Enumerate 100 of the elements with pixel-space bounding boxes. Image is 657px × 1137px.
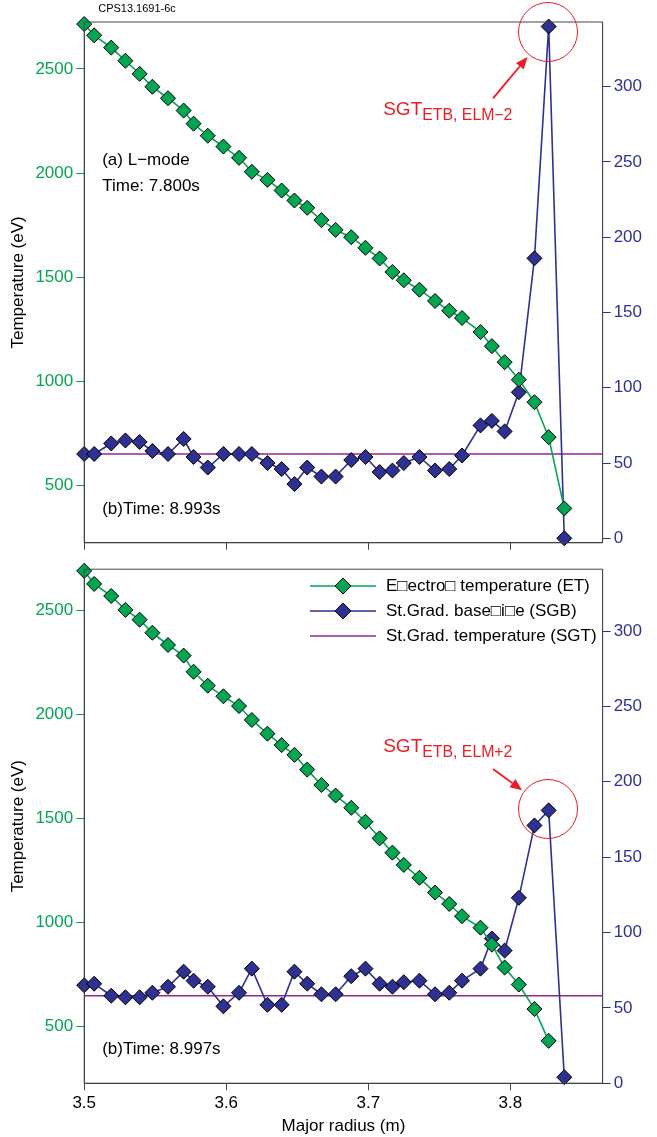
point bbox=[427, 986, 444, 1003]
x-tick-label: 3.7 bbox=[356, 1093, 381, 1113]
point bbox=[510, 371, 527, 388]
point bbox=[103, 987, 120, 1004]
point bbox=[117, 432, 134, 449]
point bbox=[411, 869, 428, 886]
point bbox=[510, 384, 527, 401]
point bbox=[510, 976, 527, 993]
y-axis-title: Temperature (eV) bbox=[7, 216, 27, 349]
point bbox=[327, 787, 344, 804]
point bbox=[231, 984, 248, 1001]
y2-tick-label: 150 bbox=[613, 302, 643, 322]
point bbox=[395, 272, 412, 289]
point bbox=[259, 455, 276, 472]
point bbox=[299, 761, 316, 778]
point bbox=[215, 138, 232, 155]
point bbox=[510, 889, 527, 906]
point bbox=[160, 637, 177, 653]
y-tick-label: 1500 bbox=[35, 808, 74, 828]
x-tick-label: 3.5 bbox=[72, 1093, 97, 1113]
point bbox=[76, 16, 93, 33]
point bbox=[327, 986, 344, 1003]
point bbox=[144, 624, 161, 641]
point bbox=[299, 975, 316, 992]
point bbox=[185, 972, 202, 989]
legend-label: E□ectro□ temperature (ET) bbox=[385, 575, 590, 596]
point bbox=[343, 229, 360, 246]
point bbox=[131, 989, 148, 1006]
y-tick-label: 2000 bbox=[35, 162, 74, 182]
point bbox=[313, 986, 330, 1003]
y2-tick-label: 100 bbox=[613, 922, 643, 942]
point bbox=[215, 688, 232, 705]
y2-tick-label: 50 bbox=[613, 997, 633, 1017]
point bbox=[441, 895, 458, 912]
point bbox=[343, 452, 360, 469]
x-tick-label: 3.8 bbox=[498, 1093, 523, 1113]
point bbox=[131, 433, 148, 450]
point bbox=[259, 171, 276, 188]
point bbox=[76, 562, 93, 579]
point bbox=[117, 52, 134, 69]
point bbox=[86, 445, 103, 462]
point bbox=[286, 746, 303, 763]
point bbox=[175, 102, 192, 119]
point bbox=[411, 281, 428, 298]
y-tick-label: 1500 bbox=[35, 266, 74, 286]
y-axis-title: Temperature (eV) bbox=[7, 760, 27, 893]
point bbox=[472, 417, 489, 434]
legend-label: St.Grad. temperature (SGT) bbox=[385, 625, 597, 646]
y2-tick-label: 300 bbox=[613, 620, 643, 640]
point bbox=[117, 989, 134, 1006]
point bbox=[371, 250, 388, 267]
point bbox=[286, 476, 303, 493]
point bbox=[526, 394, 543, 411]
point bbox=[540, 18, 557, 35]
point bbox=[540, 802, 557, 819]
point bbox=[86, 575, 103, 592]
point bbox=[357, 449, 374, 465]
point bbox=[395, 856, 412, 873]
point bbox=[327, 468, 344, 485]
point bbox=[427, 884, 444, 901]
y2-tick-label: 0 bbox=[613, 1072, 624, 1092]
y-tick-label: 500 bbox=[44, 475, 74, 495]
point bbox=[313, 212, 330, 229]
point bbox=[411, 449, 428, 465]
point bbox=[175, 647, 192, 664]
y2-tick-label: 300 bbox=[613, 76, 643, 96]
point bbox=[103, 39, 120, 56]
legend-label: St.Grad. base□i□e (SGB) bbox=[385, 600, 577, 621]
point bbox=[215, 445, 232, 462]
point bbox=[231, 445, 248, 462]
point bbox=[215, 998, 232, 1015]
point bbox=[259, 996, 276, 1013]
point bbox=[371, 830, 388, 847]
point bbox=[286, 963, 303, 980]
point bbox=[556, 1069, 573, 1086]
point bbox=[496, 423, 513, 440]
point bbox=[483, 936, 500, 953]
point bbox=[483, 338, 500, 355]
y2-tick-label: 200 bbox=[613, 226, 643, 246]
point bbox=[384, 462, 401, 479]
point bbox=[273, 996, 290, 1013]
point bbox=[384, 844, 401, 861]
point bbox=[454, 972, 471, 989]
point bbox=[199, 677, 216, 694]
point bbox=[371, 464, 388, 481]
annotation: SGT$_{ETB, ELM−2}$ bbox=[383, 98, 513, 125]
point bbox=[185, 115, 202, 132]
point bbox=[384, 263, 401, 280]
point bbox=[243, 960, 260, 977]
point bbox=[243, 711, 260, 728]
point bbox=[273, 182, 290, 199]
y2-tick-label: 250 bbox=[613, 696, 643, 716]
point bbox=[526, 250, 543, 267]
y2-tick-label: 150 bbox=[613, 846, 643, 866]
point bbox=[131, 611, 148, 628]
y-tick-label: 2500 bbox=[35, 58, 74, 78]
point bbox=[175, 963, 192, 980]
point bbox=[313, 468, 330, 485]
point bbox=[496, 942, 513, 959]
point bbox=[286, 192, 303, 209]
